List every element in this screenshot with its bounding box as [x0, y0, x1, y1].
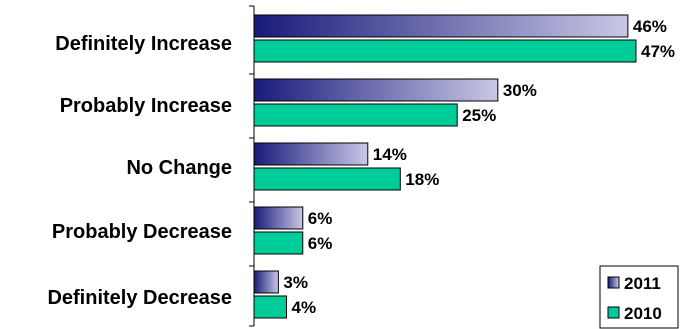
data-label: 6% [308, 234, 333, 253]
data-label: 25% [462, 106, 496, 125]
category-label: Probably Increase [60, 95, 232, 117]
legend-swatch-2010 [607, 306, 620, 319]
bar-2010 [253, 103, 458, 127]
legend-swatch-2011 [607, 276, 620, 289]
data-label: 14% [373, 145, 407, 164]
bar-2011 [253, 78, 499, 102]
legend-label-2011: 2011 [624, 274, 661, 293]
legend-label-2010: 2010 [624, 304, 662, 323]
bar-2010 [253, 39, 637, 63]
category-label: Definitely Increase [55, 33, 232, 55]
bars-group [253, 14, 637, 319]
data-label: 30% [503, 81, 537, 100]
data-label: 4% [292, 298, 317, 317]
value-labels-group: 46% 47% 30% 25% 14% 18% 6% 6% 3% 4% [283, 17, 675, 317]
bar-2011 [253, 14, 629, 38]
category-labels: Definitely Increase Probably Increase No… [47, 33, 232, 309]
bar-2011 [253, 142, 369, 166]
bar-2011 [253, 206, 304, 230]
data-label: 6% [308, 209, 333, 228]
category-label: Probably Decrease [52, 221, 232, 243]
data-label: 3% [283, 273, 308, 292]
axis-ticks [249, 5, 254, 327]
category-label: Definitely Decrease [47, 287, 232, 309]
category-label: No Change [126, 157, 232, 179]
data-label: 47% [641, 42, 675, 61]
legend: 2011 2010 [599, 265, 679, 329]
bar-2010 [253, 167, 401, 191]
data-label: 18% [405, 170, 439, 189]
data-label: 46% [633, 17, 667, 36]
bar-2010 [253, 231, 304, 255]
bar-2010 [253, 295, 288, 319]
bar-2011 [253, 270, 279, 294]
